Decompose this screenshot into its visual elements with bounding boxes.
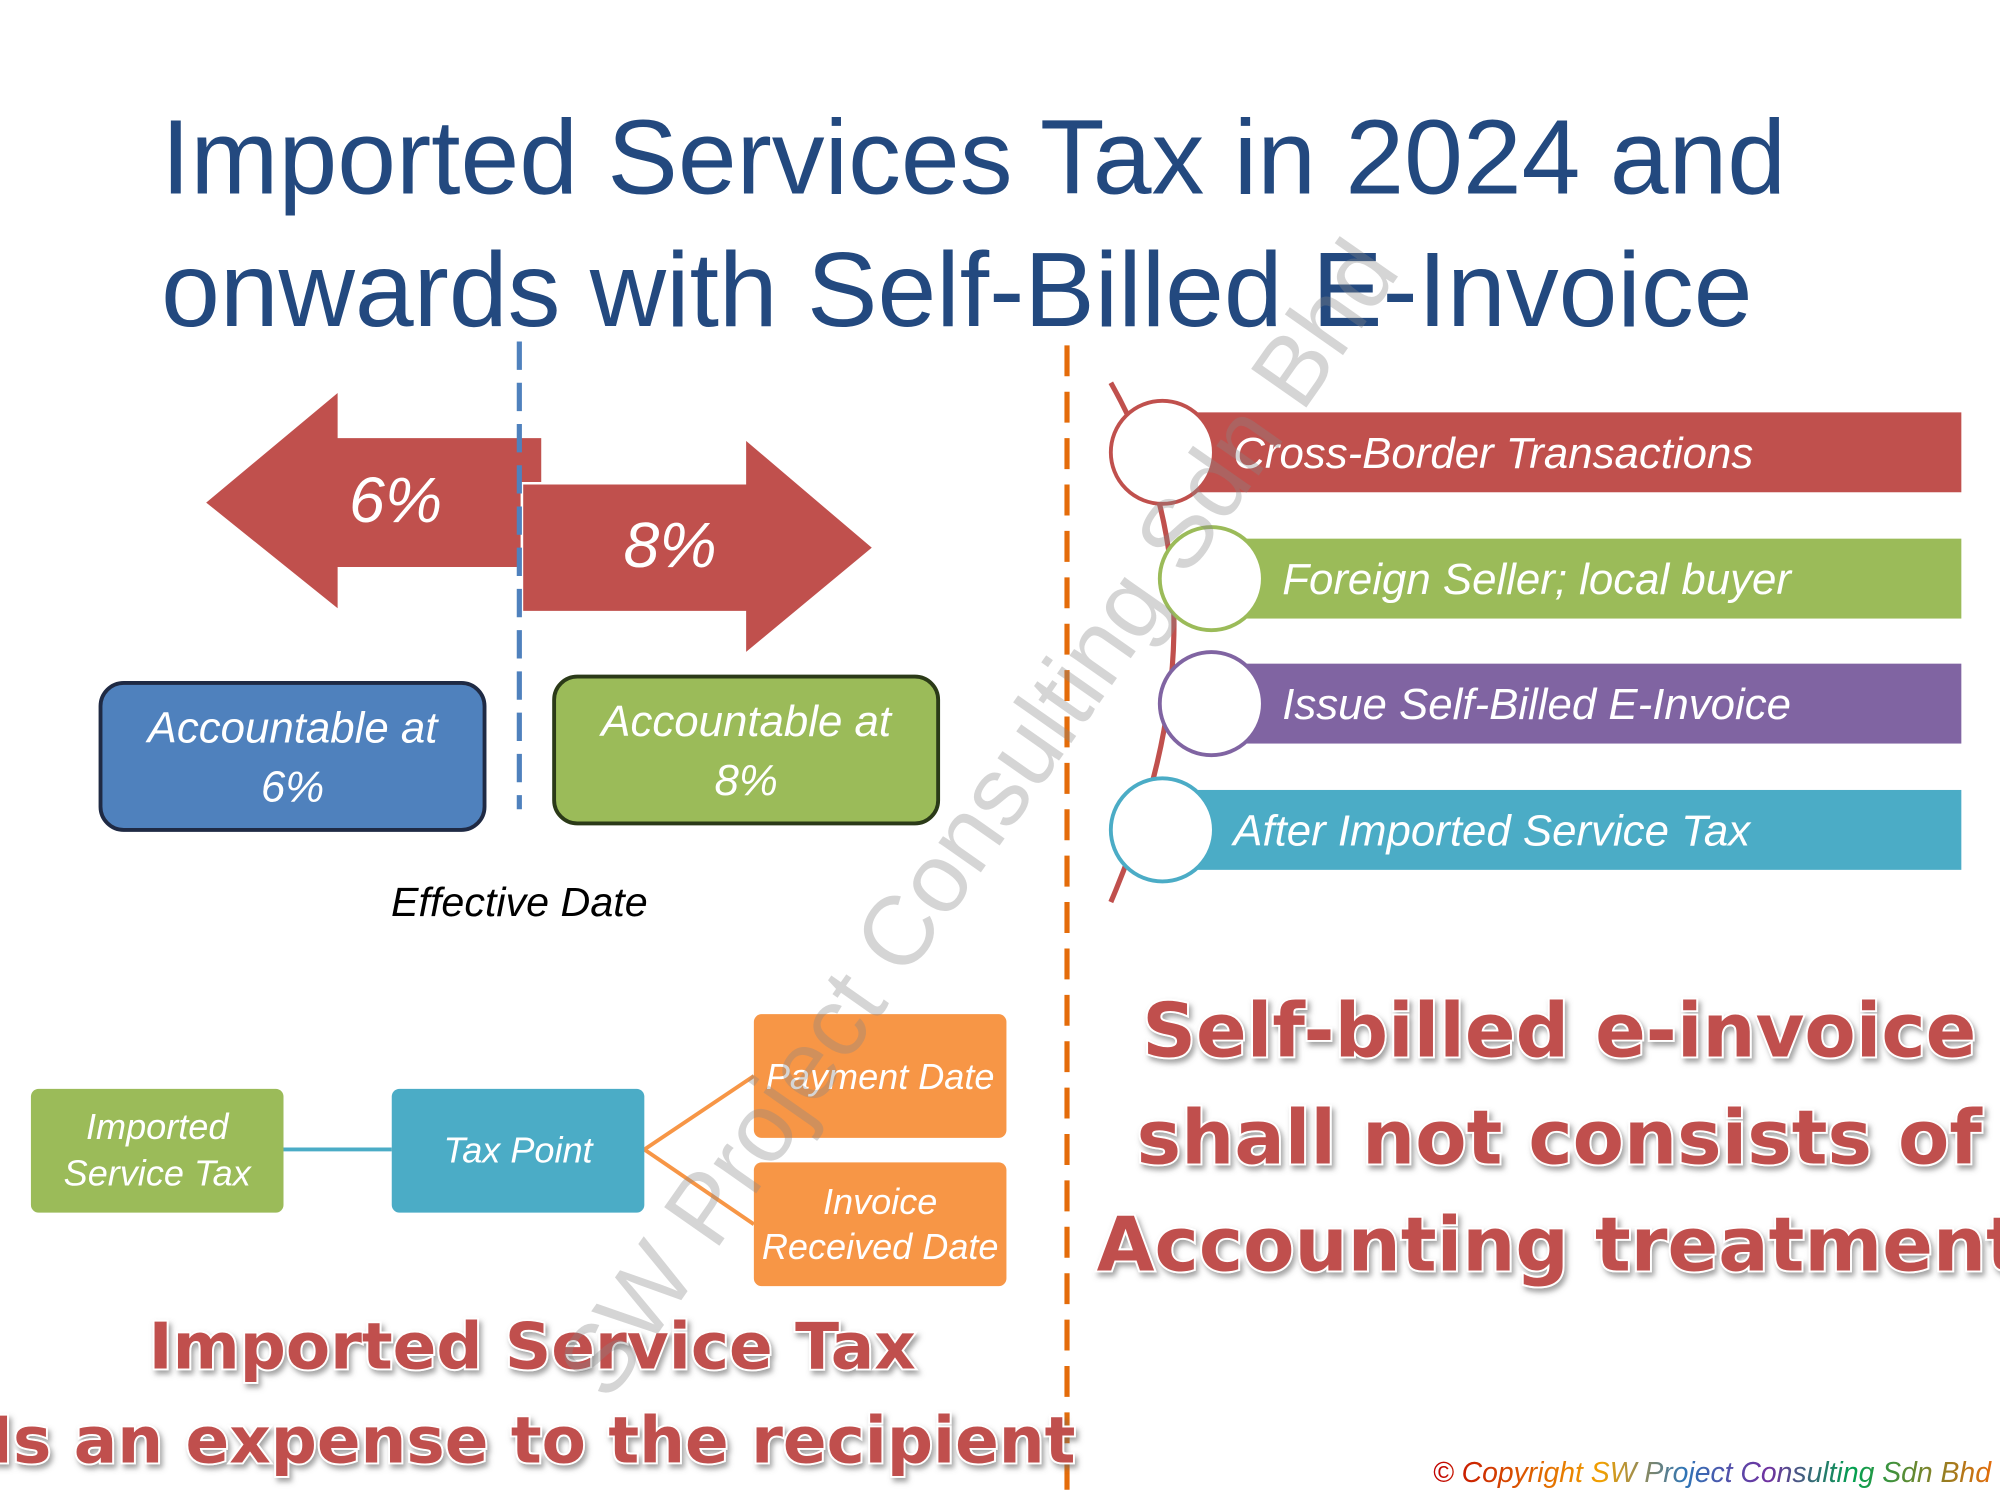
list-text: Issue Self-Billed E-Invoice xyxy=(1282,680,1791,729)
list-bar xyxy=(1162,412,1962,493)
title-line: Imported Services Tax in 2024 and xyxy=(161,98,1786,216)
list-bullet xyxy=(1108,776,1216,884)
divider-label: Effective Date xyxy=(391,879,648,925)
list-bar xyxy=(1211,538,1962,619)
list-text: Foreign Seller; local buyer xyxy=(1282,555,1793,604)
node-text: Payment Date xyxy=(766,1056,995,1097)
note: Self-billed e-invoice xyxy=(1142,988,1976,1075)
rate-label: 6% xyxy=(349,464,442,536)
arrow-left xyxy=(206,393,542,609)
copyright: © Copyright SW Project Consulting Sdn Bh… xyxy=(1433,1457,1992,1489)
list-text: After Imported Service Tax xyxy=(1230,806,1752,855)
list-bullet xyxy=(1157,525,1265,633)
node-text: Service Tax xyxy=(64,1153,253,1194)
title-line: onwards with Self-Billed E-Invoice xyxy=(161,231,1752,349)
tree-node xyxy=(753,1014,1007,1138)
box-text: Accountable at xyxy=(145,703,440,752)
box-text: Accountable at xyxy=(598,697,893,746)
node-text: Tax Point xyxy=(443,1129,594,1170)
list-bullet xyxy=(1157,650,1265,758)
node-text: Imported xyxy=(86,1106,230,1147)
node-text: Invoice xyxy=(823,1181,937,1222)
tree-node xyxy=(30,1088,284,1213)
tree-node xyxy=(391,1088,645,1213)
box xyxy=(552,674,941,826)
rate-label: 8% xyxy=(624,509,717,581)
box-text: 6% xyxy=(261,763,324,812)
list-bar xyxy=(1162,789,1962,870)
tree-node xyxy=(753,1162,1007,1287)
box xyxy=(98,681,487,832)
node-text: Received Date xyxy=(762,1226,999,1267)
note: Accounting treatment xyxy=(1097,1202,2000,1289)
list-text: Cross-Border Transactions xyxy=(1233,429,1753,478)
list-bullet xyxy=(1108,398,1216,506)
box-text: 8% xyxy=(714,756,777,805)
arrow-right xyxy=(520,435,876,658)
note: Is an expense to the recipient xyxy=(0,1404,1075,1479)
note: shall not consists of xyxy=(1137,1095,1984,1182)
note: Imported Service Tax xyxy=(149,1310,916,1385)
list-bar xyxy=(1211,663,1962,744)
list: Cross-Border Transactions Foreign Seller;… xyxy=(1108,398,1962,884)
